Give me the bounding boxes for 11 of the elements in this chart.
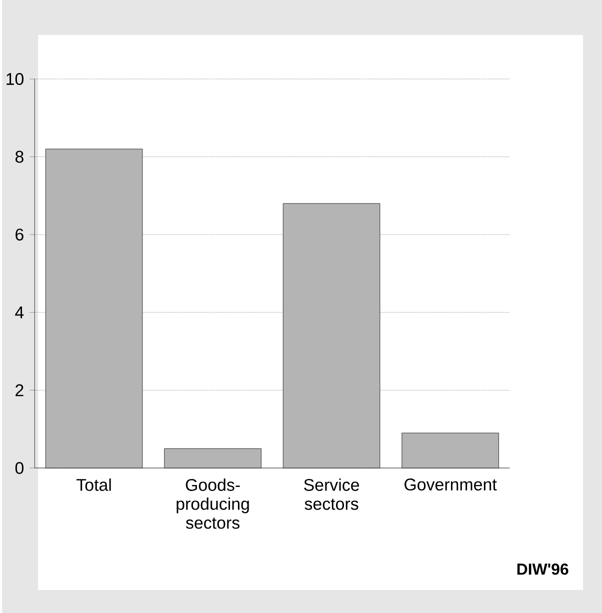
y-tick-label: 4 [15, 306, 24, 318]
y-tick-label: 8 [15, 150, 24, 163]
text: DIW'96 [517, 564, 568, 575]
y-tick-label: 6 [16, 228, 24, 241]
y-tick-label: 0 [15, 462, 24, 474]
y-tick-label: 2 [16, 384, 24, 396]
x-tick-label: Government [404, 478, 497, 491]
x-tick-label: Service sectors [304, 478, 360, 510]
x-tick-label: Total [76, 478, 111, 491]
y-tick-label: 10 [6, 72, 24, 85]
x-tick-label: Goods-producing sectors [176, 478, 249, 529]
